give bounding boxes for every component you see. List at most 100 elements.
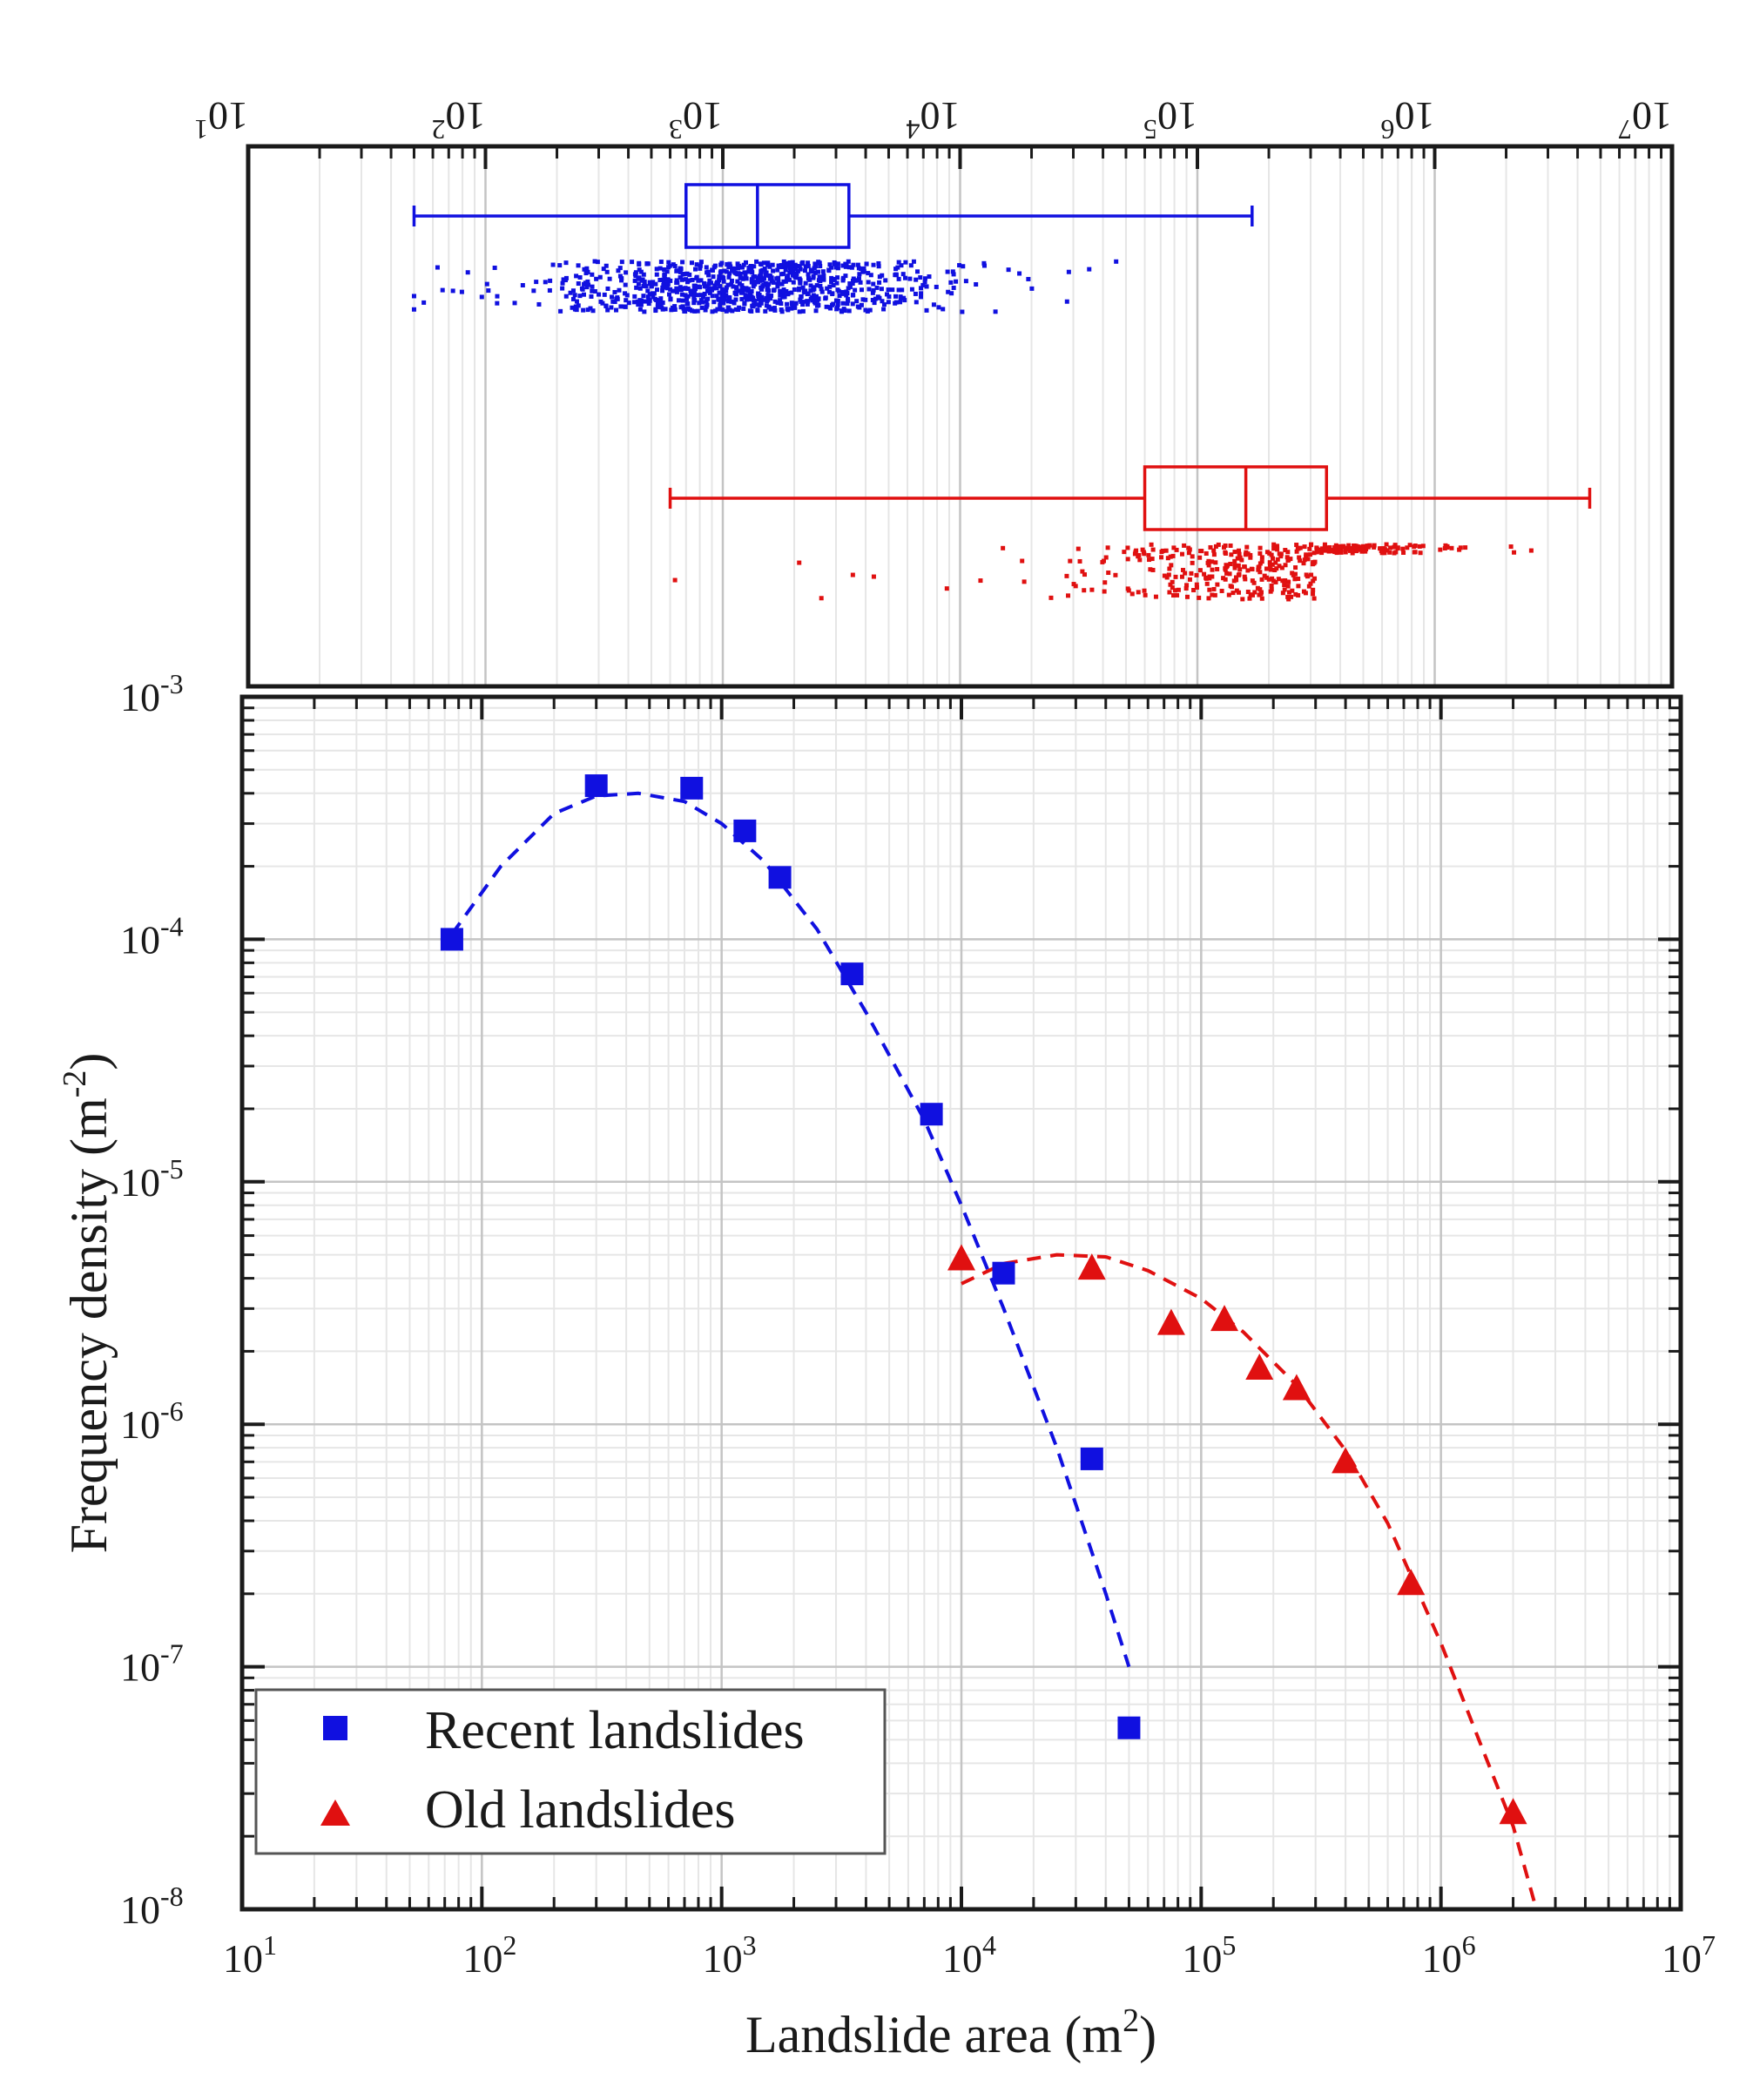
box-scatter-point	[1170, 579, 1175, 584]
box-scatter-point	[1210, 592, 1215, 598]
box-scatter-point	[927, 274, 932, 280]
box-scatter-point	[711, 300, 717, 305]
box-scatter-point	[772, 299, 778, 304]
box-scatter-point	[1350, 545, 1355, 550]
box-scatter-point	[835, 302, 840, 307]
box-scatter-point	[727, 295, 732, 300]
box-scatter-point	[898, 300, 903, 305]
box-scatter-point	[688, 288, 693, 294]
box-scatter-point	[1129, 591, 1135, 597]
box-scatter-point	[766, 273, 772, 278]
box-scatter-point	[1305, 557, 1311, 562]
box-scatter-point	[766, 281, 772, 287]
box-scatter-point	[924, 284, 929, 289]
box-scatter-point	[737, 281, 742, 287]
box-scatter-point	[1082, 588, 1087, 593]
box-scatter-point	[765, 260, 771, 266]
box-scatter-point	[1242, 564, 1247, 570]
box-scatter-point	[574, 273, 579, 279]
box-scatter-point	[705, 270, 710, 275]
box-scatter-point	[616, 268, 621, 273]
box-scatter-point	[954, 279, 959, 284]
box-scatter-point	[1068, 558, 1073, 564]
box-scatter-point	[1106, 571, 1111, 576]
box-scatter-point	[1283, 577, 1288, 583]
box-scatter-point	[647, 292, 652, 297]
box-scatter-point	[771, 280, 776, 285]
box-scatter-point	[1001, 545, 1006, 550]
box-scatter-point	[440, 287, 445, 293]
box-scatter-point	[617, 266, 623, 271]
box-scatter-point	[411, 307, 416, 312]
box-scatter-point	[1372, 543, 1377, 548]
box-scatter-point	[421, 300, 427, 305]
box-scatter-point	[792, 272, 797, 277]
box-scatter-point	[654, 272, 659, 277]
box-scatter-point	[1248, 552, 1253, 557]
box-scatter-point	[1393, 550, 1399, 555]
box-scatter-point	[816, 260, 821, 265]
box-scatter-point	[1153, 594, 1158, 599]
box-scatter-point	[1240, 597, 1245, 602]
box-scatter-point	[812, 296, 818, 301]
box-scatter-point	[1251, 580, 1257, 585]
box-scatter-point	[1020, 558, 1025, 564]
box-scatter-point	[871, 287, 876, 293]
box-scatter-point	[1204, 576, 1209, 581]
box-scatter-point	[717, 290, 722, 295]
box-scatter-point	[662, 267, 667, 272]
old-landslide-point	[1077, 1253, 1106, 1280]
box-scatter-point	[850, 280, 855, 286]
box-scatter-point	[814, 283, 819, 288]
box-scatter-point	[811, 293, 816, 298]
y-tick-label: 10-4	[120, 910, 184, 962]
box-scatter-point	[756, 294, 761, 299]
box-scatter-point	[817, 274, 822, 280]
box-scatter-point	[637, 307, 643, 312]
box-scatter-point	[743, 274, 748, 280]
box-scatter-point	[1528, 548, 1534, 553]
box-scatter-point	[718, 284, 723, 289]
boxplot-gridlines	[319, 146, 1662, 686]
box-scatter-point	[678, 286, 684, 291]
box-scatter-point	[560, 280, 565, 286]
box-scatter-point	[1264, 575, 1270, 580]
box-scatter-point	[732, 300, 737, 306]
box-scatter-point	[934, 284, 939, 289]
box-scatter-point	[720, 307, 725, 313]
box-scatter-point	[662, 272, 667, 277]
box-scatter-point	[1319, 550, 1325, 556]
box-scatter-point	[765, 287, 770, 293]
box-scatter-point	[1236, 563, 1241, 568]
box-scatter-point	[705, 296, 711, 301]
box-scatter-point	[896, 276, 901, 281]
box-scatter-point	[864, 261, 869, 267]
box-scatter-point	[1237, 567, 1243, 572]
box-scatter-point	[585, 307, 590, 313]
box-scatter-point	[1211, 586, 1217, 591]
box-scatter-point	[580, 287, 585, 292]
box-scatter-point	[833, 265, 839, 270]
box-scatter-point	[1417, 544, 1422, 549]
box-scatter-point	[600, 300, 605, 306]
box-scatter-point	[765, 262, 771, 267]
box-scatter-point	[1395, 546, 1400, 551]
box-scatter-point	[1277, 551, 1282, 557]
box-scatter-point	[1301, 561, 1306, 566]
box-scatter-point	[1187, 577, 1192, 582]
box-scatter-point	[901, 295, 907, 300]
box-scatter-point	[657, 277, 663, 282]
box-scatter-point	[1029, 286, 1035, 291]
box-scatter-point	[690, 277, 695, 282]
box-scatter-point	[1114, 259, 1119, 264]
box-scatter-point	[1235, 556, 1240, 561]
box-scatter-point	[1143, 592, 1148, 598]
box-scatter-point	[1303, 591, 1308, 596]
box-scatter-point	[670, 305, 675, 310]
box-scatter-point	[1208, 544, 1213, 550]
box-scatter-point	[751, 295, 756, 300]
box-scatter-point	[752, 264, 757, 269]
box-scatter-point	[760, 278, 765, 283]
box-scatter-point	[557, 263, 563, 268]
box-scatter-point	[1267, 560, 1272, 565]
